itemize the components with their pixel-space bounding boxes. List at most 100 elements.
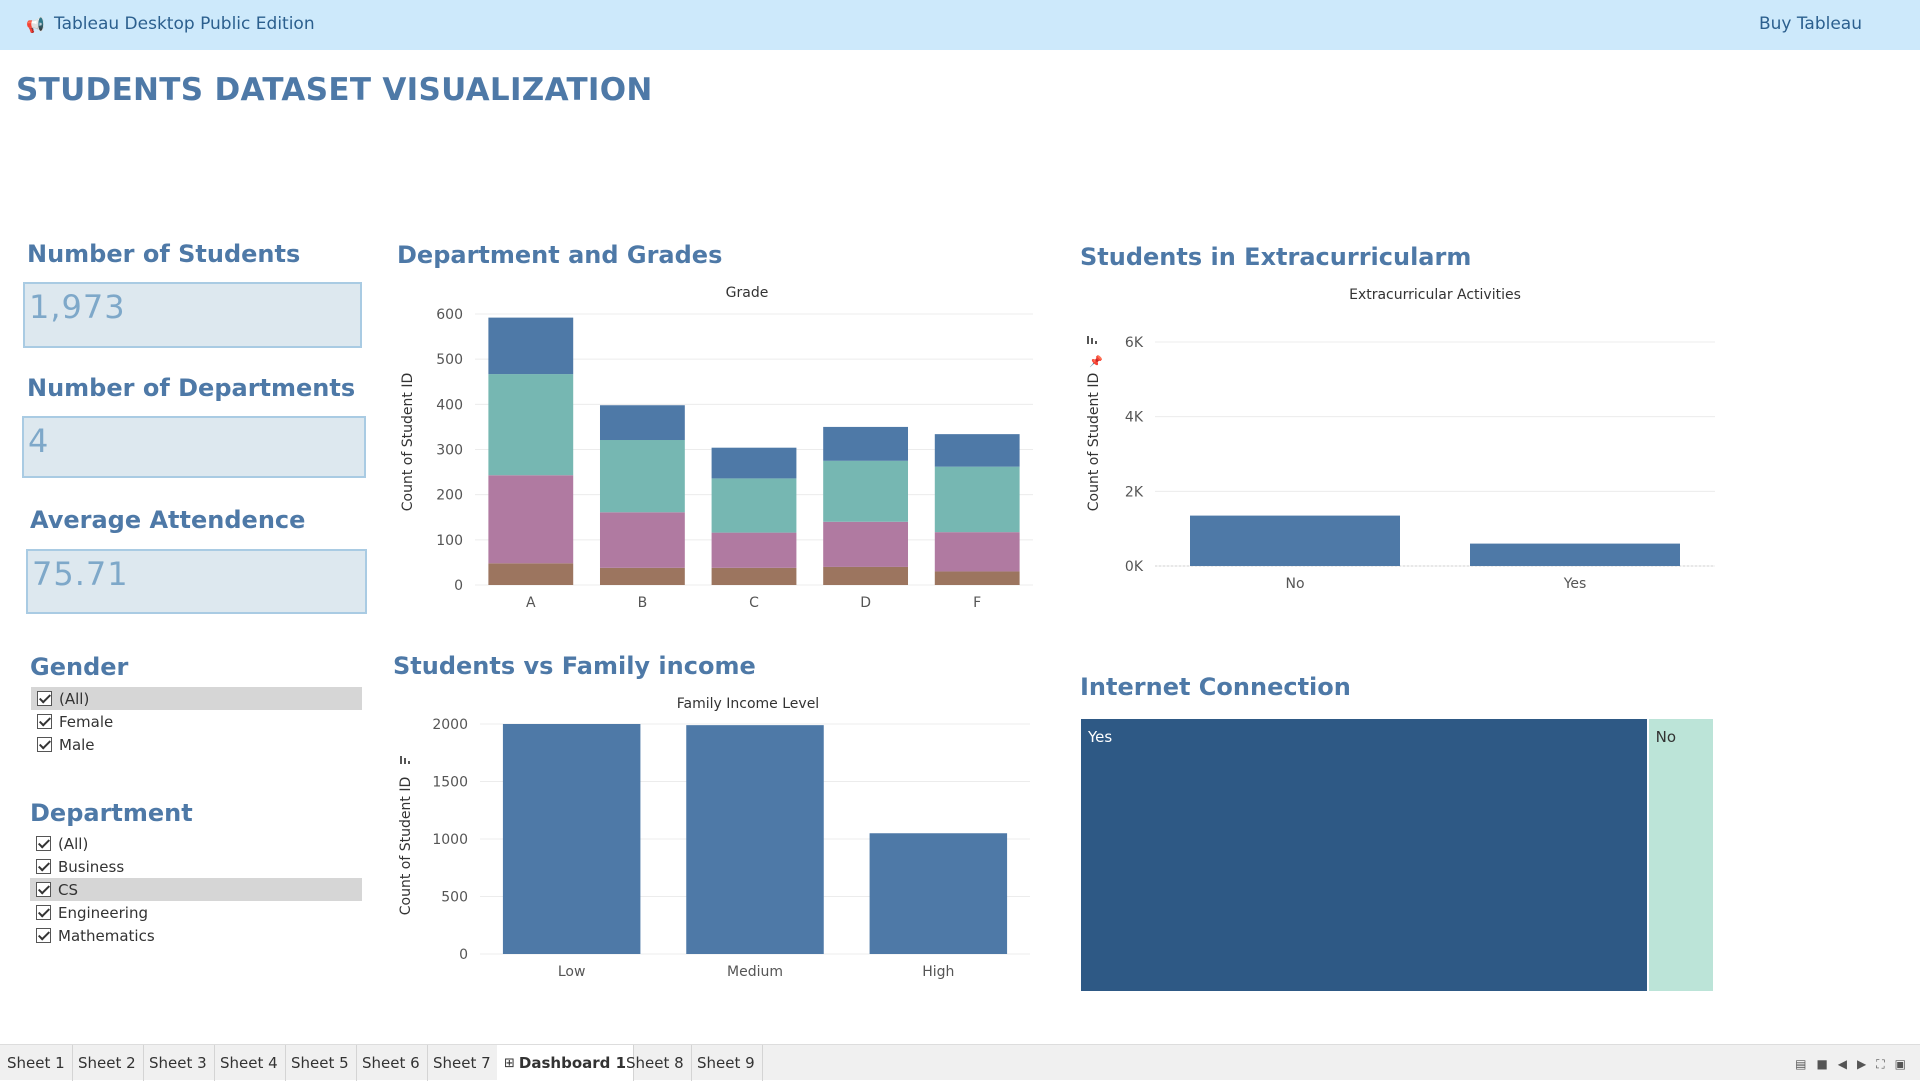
stacked-bar-segment[interactable] [488, 563, 574, 585]
tab-sheet-7[interactable]: Sheet 7 [426, 1045, 499, 1081]
stacked-bar-segment[interactable] [488, 374, 574, 476]
filmstrip-icon[interactable]: ■ [1816, 1057, 1828, 1071]
stacked-bar-segment[interactable] [823, 426, 909, 461]
grades-chart-title: Grade [726, 285, 769, 301]
tab-sheet-8[interactable]: Sheet 8 [619, 1045, 692, 1081]
checkbox-checked-icon[interactable] [37, 691, 52, 706]
treemap-cell-yes[interactable]: Yes [1081, 719, 1647, 991]
tab-sheet-2[interactable]: Sheet 2 [71, 1045, 144, 1081]
stacked-bar-segment[interactable] [488, 475, 574, 564]
sort-descending-icon[interactable] [400, 756, 410, 764]
gender-filter-list: (All) Female Male [31, 687, 362, 756]
stacked-bar-segment[interactable] [711, 532, 797, 568]
bar[interactable] [869, 833, 1008, 954]
checkbox-checked-icon[interactable] [36, 882, 51, 897]
bar[interactable] [1190, 515, 1400, 566]
x-tick-label: F [973, 595, 981, 610]
pin-icon[interactable]: 📌 [1089, 354, 1103, 368]
tab-label: Sheet 7 [433, 1054, 491, 1072]
gender-filter-option[interactable]: Female [31, 710, 362, 733]
extracurricular-chart-section-title: Students in Extracurricularm [1080, 243, 1472, 271]
department-filter-option[interactable]: (All) [30, 832, 362, 855]
stacked-bar-segment[interactable] [599, 512, 685, 568]
gender-filter-option[interactable]: Male [31, 733, 362, 756]
y-tick-label: 1500 [432, 775, 468, 791]
stacked-bar-segment[interactable] [934, 466, 1020, 533]
department-filter-option[interactable]: Engineering [30, 901, 362, 924]
department-filter-option[interactable]: Business [30, 855, 362, 878]
internet-chart-section-title: Internet Connection [1080, 673, 1351, 701]
stacked-bar-segment[interactable] [823, 566, 909, 585]
checkbox-checked-icon[interactable] [36, 859, 51, 874]
department-filter-option-label: Business [58, 857, 125, 876]
sort-descending-icon[interactable] [1087, 336, 1097, 344]
treemap-cell-no[interactable]: No [1646, 719, 1713, 991]
stacked-bar-segment[interactable] [823, 460, 909, 522]
app-title: Tableau Desktop Public Edition [54, 14, 315, 34]
presentation-icon[interactable]: ▣ [1894, 1057, 1906, 1071]
department-filter-option[interactable]: Mathematics [30, 924, 362, 947]
bar[interactable] [1470, 543, 1680, 566]
stacked-bar-segment[interactable] [599, 405, 685, 441]
x-tick-label: Yes [1563, 576, 1587, 592]
y-tick-label: 2K [1125, 484, 1144, 500]
bar[interactable] [502, 724, 641, 954]
stacked-bar-segment[interactable] [934, 434, 1020, 467]
tab-label: Sheet 2 [78, 1054, 136, 1072]
tab-label: Sheet 3 [149, 1054, 207, 1072]
tab-label: Sheet 5 [291, 1054, 349, 1072]
income-y-axis-label: Count of Student ID [398, 777, 414, 915]
extracurricular-chart-title: Extracurricular Activities [1349, 287, 1521, 303]
tab-sheet-5[interactable]: Sheet 5 [284, 1045, 357, 1081]
department-filter-title: Department [30, 799, 193, 827]
grades-chart-section-title: Department and Grades [397, 241, 723, 269]
treemap-label-no: No [1655, 728, 1677, 746]
stacked-bar-segment[interactable] [711, 478, 797, 533]
stacked-bar-segment[interactable] [711, 447, 797, 479]
stacked-bar-segment[interactable] [599, 440, 685, 513]
checkbox-checked-icon[interactable] [36, 836, 51, 851]
gender-filter-option-label: Male [59, 735, 95, 754]
checkbox-checked-icon[interactable] [36, 928, 51, 943]
tab-sheet-6[interactable]: Sheet 6 [355, 1045, 428, 1081]
tab-dashboard-1[interactable]: ⊞ Dashboard 1 [497, 1045, 635, 1081]
gender-filter-option[interactable]: (All) [31, 687, 362, 710]
stacked-bar-segment[interactable] [934, 571, 1020, 585]
tab-sheet-4[interactable]: Sheet 4 [213, 1045, 286, 1081]
department-filter-option[interactable]: CS [30, 878, 362, 901]
x-tick-label: No [1285, 576, 1304, 592]
checkbox-checked-icon[interactable] [36, 905, 51, 920]
kpi-departments-box: 4 [22, 416, 366, 478]
stacked-bar-segment[interactable] [823, 521, 909, 567]
x-tick-label: High [922, 964, 954, 980]
next-sheet-icon[interactable]: ▶ [1857, 1057, 1867, 1071]
department-filter-option-label: CS [58, 880, 78, 899]
x-tick-label: Low [558, 964, 586, 980]
checkbox-checked-icon[interactable] [37, 737, 52, 752]
department-filter-option-label: (All) [58, 834, 89, 853]
kpi-attendance-title: Average Attendence [30, 506, 306, 534]
checkbox-checked-icon[interactable] [37, 714, 52, 729]
prev-sheet-icon[interactable]: ◀ [1837, 1057, 1848, 1071]
tab-sheet-9[interactable]: Sheet 9 [690, 1045, 763, 1081]
kpi-students-value: 1,973 [29, 288, 126, 326]
tab-sheet-3[interactable]: Sheet 3 [142, 1045, 215, 1081]
sheet-tab-bar: ▤ ■ ◀ ▶ ⛶ ▣ Sheet 1 Sheet 2 Sheet 3 Sheet 4… [0, 1044, 1920, 1081]
y-tick-label: 0 [454, 578, 463, 594]
kpi-students-title: Number of Students [27, 240, 301, 268]
fullscreen-icon[interactable]: ⛶ [1876, 1057, 1885, 1071]
stacked-bar-segment[interactable] [711, 567, 797, 585]
tab-label: Sheet 1 [7, 1054, 65, 1072]
kpi-attendance-box: 75.71 [26, 549, 367, 614]
buy-tableau-link[interactable]: Buy Tableau [1758, 14, 1862, 34]
y-tick-label: 0 [459, 947, 468, 963]
x-tick-label: B [638, 595, 648, 610]
bar[interactable] [686, 725, 824, 954]
y-tick-label: 1000 [432, 832, 468, 848]
tab-sheet-1[interactable]: Sheet 1 [0, 1045, 73, 1081]
stacked-bar-segment[interactable] [488, 317, 574, 375]
stacked-bar-segment[interactable] [934, 532, 1020, 572]
stacked-bar-segment[interactable] [599, 567, 685, 585]
grid-view-icon[interactable]: ▤ [1795, 1057, 1807, 1071]
gender-filter-option-label: (All) [59, 689, 90, 708]
